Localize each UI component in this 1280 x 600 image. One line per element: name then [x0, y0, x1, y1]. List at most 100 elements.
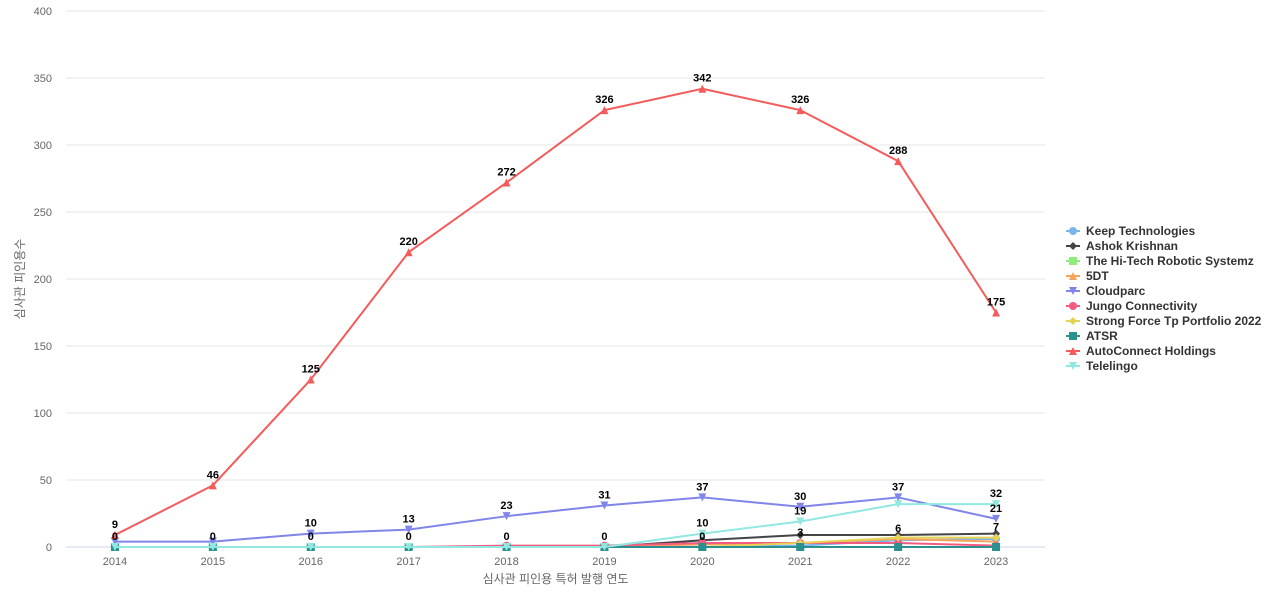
data-point [502, 178, 511, 187]
legend-label: Telelingo [1086, 359, 1138, 373]
legend-swatch-marker [1069, 242, 1077, 250]
data-label: 10 [696, 518, 708, 530]
legend-label: ATSR [1086, 329, 1118, 343]
data-label: 0 [601, 531, 607, 543]
data-point [698, 529, 707, 538]
data-label: 30 [794, 491, 806, 503]
legend-item[interactable]: Strong Force Tp Portfolio 2022 [1066, 314, 1262, 328]
data-label: 272 [497, 167, 515, 179]
data-label: 32 [990, 488, 1002, 500]
x-tick-label: 2020 [690, 556, 714, 568]
data-point [992, 529, 1001, 538]
data-label: 326 [791, 94, 809, 106]
data-point [404, 543, 413, 551]
data-point [208, 543, 217, 551]
data-label: 175 [987, 297, 1005, 309]
legend-swatch-marker [1069, 347, 1077, 355]
legend-item[interactable]: ATSR [1066, 329, 1118, 343]
data-point [894, 500, 903, 509]
legend-label: AutoConnect Holdings [1086, 344, 1216, 358]
legend-label: 5DT [1086, 269, 1109, 283]
series-line [113, 87, 998, 536]
legend-swatch-marker [1069, 332, 1077, 340]
legend-swatch-marker [1069, 287, 1077, 295]
data-label: 19 [794, 506, 806, 518]
data-point [404, 525, 413, 534]
data-point [502, 512, 511, 521]
legend-item[interactable]: 5DT [1066, 269, 1109, 283]
series-line [113, 503, 998, 548]
data-point [600, 501, 609, 510]
data-point [894, 493, 903, 502]
x-axis-title: 심사관 피인용 특허 발행 연도 [483, 571, 629, 586]
data-point [894, 533, 903, 542]
data-label: 0 [503, 531, 509, 543]
data-label: 21 [990, 503, 1002, 515]
x-axis-ticks: 2014 2015 2016 2017 2018 2019 2020 2021 2022 2023 [103, 556, 1009, 568]
data-point [992, 308, 1001, 317]
data-point [208, 537, 217, 546]
data-point [600, 106, 609, 115]
legend-label: Ashok Krishnan [1086, 239, 1178, 253]
series-line [113, 496, 998, 543]
data-label: 46 [207, 469, 219, 481]
data-point [698, 493, 707, 502]
x-tick-label: 2016 [299, 556, 323, 568]
data-label: 13 [403, 514, 415, 526]
data-label: 342 [693, 73, 711, 85]
y-tick-label: 0 [46, 542, 52, 554]
data-label: 37 [892, 481, 904, 493]
legend-item[interactable]: Keep Technologies [1066, 224, 1195, 238]
data-point [306, 543, 315, 551]
data-label: 10 [305, 518, 317, 530]
legend-item[interactable]: Ashok Krishnan [1066, 239, 1178, 253]
x-tick-label: 2017 [396, 556, 420, 568]
data-point [600, 543, 609, 551]
legend-swatch-marker [1069, 302, 1077, 310]
legend-label: Jungo Connectivity [1086, 299, 1198, 313]
data-label: 0 [699, 531, 705, 543]
data-label: 0 [210, 531, 216, 543]
legend-label: Keep Technologies [1086, 224, 1195, 238]
data-label: 0 [308, 531, 314, 543]
data-point [796, 502, 805, 511]
data-label: 6 [895, 523, 901, 535]
x-tick-label: 2018 [494, 556, 518, 568]
x-tick-label: 2021 [788, 556, 812, 568]
legend-item[interactable]: The Hi-Tech Robotic Systemz [1066, 254, 1254, 268]
legend-swatch-marker [1069, 227, 1077, 235]
y-tick-label: 300 [34, 140, 52, 152]
data-label: 0 [406, 531, 412, 543]
legend-item[interactable]: Cloudparc [1066, 284, 1146, 298]
series-4 [110, 493, 1001, 546]
legend-item[interactable]: Jungo Connectivity [1066, 299, 1198, 313]
data-point [992, 500, 1001, 509]
data-point [306, 529, 315, 538]
data-point [110, 537, 119, 546]
data-label: 0 [112, 531, 118, 543]
data-point [404, 248, 413, 257]
legend-swatch-marker [1069, 362, 1077, 370]
legend-item[interactable]: Telelingo [1066, 359, 1138, 373]
series-9 [110, 500, 1001, 551]
data-label: 23 [500, 500, 512, 512]
legend-item[interactable]: AutoConnect Holdings [1066, 344, 1216, 358]
y-tick-label: 100 [34, 408, 52, 420]
x-tick-label: 2019 [592, 556, 616, 568]
y-tick-label: 150 [34, 341, 52, 353]
data-point [110, 530, 119, 539]
y-axis-ticks: 0 50 100 150 200 250 300 350 400 [34, 6, 52, 554]
data-point [698, 543, 707, 551]
data-point [894, 157, 903, 166]
data-label: 7 [993, 522, 999, 534]
data-label: 288 [889, 145, 907, 157]
y-tick-label: 200 [34, 274, 52, 286]
data-point [796, 543, 805, 551]
x-tick-label: 2023 [984, 556, 1008, 568]
data-point [110, 543, 119, 551]
data-label: 326 [595, 94, 613, 106]
data-label: 9 [112, 519, 118, 531]
data-label: 31 [598, 489, 610, 501]
data-point [306, 375, 315, 384]
